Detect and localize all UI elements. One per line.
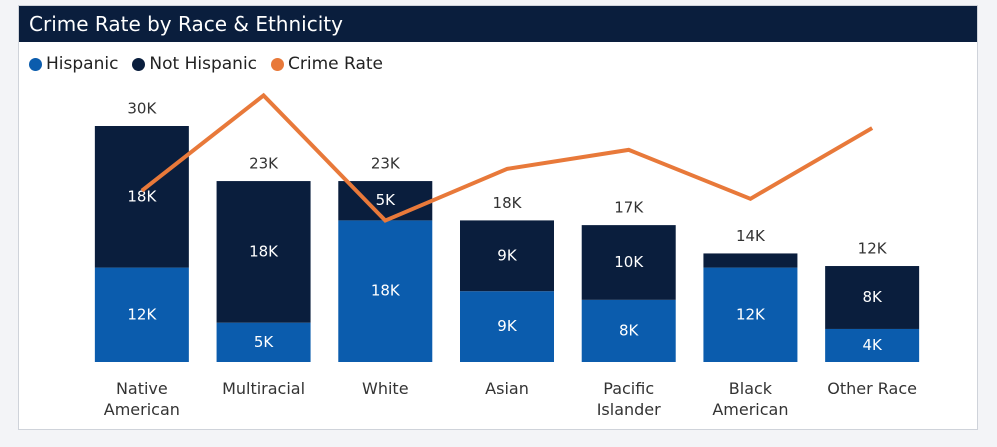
bar-segment: [460, 220, 554, 292]
legend-label: Hispanic: [46, 54, 119, 74]
total-label: 14K: [736, 227, 766, 245]
total-label: 23K: [371, 155, 401, 173]
data-label: 5K: [254, 333, 275, 351]
x-tick-label: Native American: [103, 379, 180, 419]
legend-item: Not Hispanic: [132, 54, 257, 74]
chart-title: Crime Rate by Race & Ethnicity: [19, 6, 977, 42]
legend-item: Crime Rate: [271, 54, 383, 74]
bar-segment: [216, 322, 311, 362]
legend-swatch: [271, 57, 285, 71]
total-label: 12K: [858, 240, 888, 258]
x-tick-label: Multiracial: [222, 379, 306, 398]
x-tick-label: Other Race: [827, 379, 917, 398]
x-tick-label: White: [362, 379, 409, 398]
data-label: 9K: [497, 317, 518, 335]
x-tick-label: Black American: [712, 379, 789, 419]
legend-label: Not Hispanic: [149, 54, 258, 74]
bar-segment: [581, 225, 676, 300]
bar-segment: [338, 220, 433, 362]
data-label: 18K: [371, 282, 401, 300]
bar-segment: [94, 126, 189, 268]
data-label: 5K: [376, 191, 397, 209]
data-label: 10K: [614, 253, 644, 271]
bar-segment: [703, 267, 798, 362]
bar-segment: [825, 266, 920, 329]
data-label: 8K: [862, 288, 883, 306]
legend-swatch: [132, 57, 146, 71]
total-label: 30K: [127, 100, 157, 118]
bar-segment: [460, 291, 554, 362]
bar-segment: [216, 181, 311, 323]
line: [140, 92, 874, 223]
bar-segment: [825, 328, 920, 362]
x-tick-label: Pacific Islander: [596, 379, 661, 419]
visual-card: Crime Rate by Race & Ethnicity Hispanic N…: [18, 5, 978, 430]
legend-item: Hispanic: [29, 54, 118, 74]
data-label: 12K: [127, 305, 157, 323]
bar-segment: [94, 267, 189, 362]
legend-swatch: [29, 57, 42, 71]
data-label: 12K: [736, 305, 766, 323]
total-label: 18K: [493, 194, 523, 212]
data-label: 4K: [862, 336, 883, 354]
bar-segment: [703, 253, 798, 268]
legend: Hispanic Not Hispanic Crime Rate: [29, 54, 383, 74]
data-label: 18K: [249, 242, 279, 260]
data-label: 18K: [127, 187, 157, 205]
data-label: 8K: [619, 321, 640, 339]
data-label: 9K: [497, 246, 518, 264]
chart: 12K 18K 30K 5K 18K 23K 18K 5K 23K 9K 9K 18K 8K 10K 17K…: [94, 92, 920, 362]
total-label: 23K: [249, 155, 279, 173]
bar-segment: [581, 299, 676, 362]
legend-label: Crime Rate: [288, 54, 384, 74]
x-tick-label: Asian: [485, 379, 529, 398]
total-label: 17K: [614, 199, 644, 217]
